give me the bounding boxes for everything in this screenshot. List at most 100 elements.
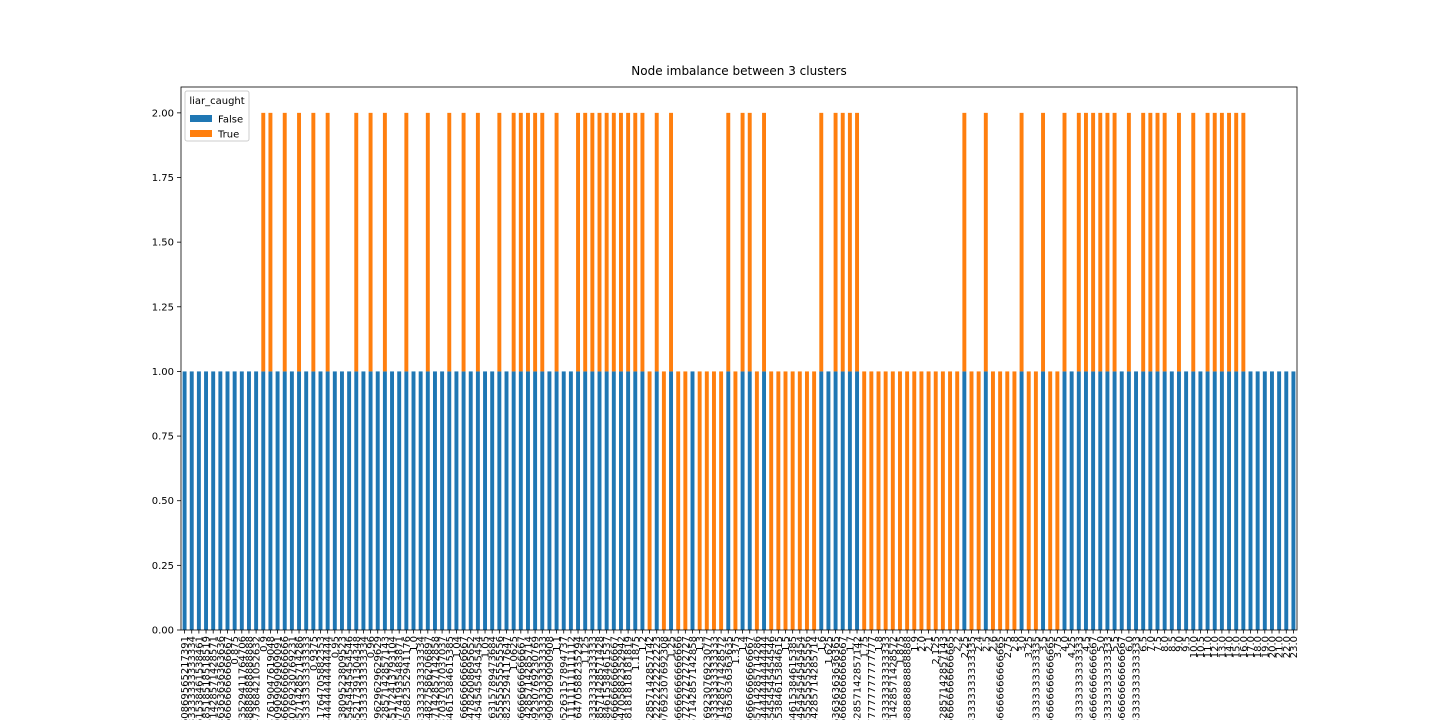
bar-segment [1198,371,1203,630]
bar-segment [325,371,330,630]
x-tick-label: 1.1666666666666667 [609,636,620,720]
bar-segment [475,371,480,630]
bar-segment [962,112,967,372]
bar-segment [289,371,294,630]
bar-segment [647,371,652,630]
x-tick-label: 0.9642857142857143 [380,636,391,720]
bar-segment [182,371,187,630]
bar-segment [397,371,402,630]
bar-segment [497,371,502,630]
bar-segment [719,371,724,630]
bar-segment [1098,112,1103,372]
bar-segment [1219,112,1224,372]
x-tick-label: 1.3571428571428572 [717,636,728,720]
bar-segment [1033,371,1038,630]
x-tick-label: 1.4285714285714286 [752,636,763,720]
x-tick-label: 2.75 [1003,636,1014,658]
bar-segment [1026,371,1031,630]
bar-segment [1062,371,1067,630]
x-tick-label: 1.1333333333333333 [588,636,599,720]
bar-segment [1176,112,1181,372]
bar-segment [833,371,838,630]
bar-segment [1277,371,1282,630]
bar-segment [390,371,395,630]
bar-segment [1141,112,1146,372]
x-tick-label: 13.0 [1217,636,1228,658]
bar-segment [1076,371,1081,630]
bar-segment [468,371,473,630]
x-tick-label: 0.9629629629629629 [373,636,384,720]
bar-segment [425,112,430,372]
x-tick-label: 1.0384615384615385 [445,636,456,720]
bar-segment [239,371,244,630]
bar-segment [461,371,466,630]
x-tick-label: 0.9285714285714286 [295,636,306,720]
x-tick-label: 12.0 [1210,636,1221,658]
x-tick-label: 21.0 [1275,636,1286,658]
bar-segment [332,371,337,630]
x-tick-label: 1.75 [860,636,871,658]
y-tick-label: 0.50 [152,496,174,507]
bar-segment [726,112,731,372]
bar-segment [311,371,316,630]
bar-segment [425,371,430,630]
x-tick-label: 1.125 [581,636,592,665]
legend-swatch [190,115,212,122]
x-tick-label: 1.875 [895,636,906,665]
x-tick-label: 6.5 [1139,636,1150,652]
x-tick-label: 1.1764705882352942 [616,636,627,720]
bar-segment [454,371,459,630]
x-tick-label: 0.8947368421052632 [252,636,263,720]
y-tick-label: 0.25 [152,561,174,572]
x-tick-label: 1.2142857142857142 [645,636,656,720]
bar-segment [1012,371,1017,630]
bar-segment [354,112,359,372]
bar-segment [833,112,838,372]
bar-segment [1076,112,1081,372]
x-tick-label: 0.9090909090909091 [273,636,284,720]
bar-segment [747,112,752,372]
bar-segment [1155,371,1160,630]
x-tick-label: 1.1875 [631,636,642,671]
x-tick-label: 0.9166666666666666 [280,636,291,720]
x-tick-label: 23.0 [1289,636,1300,658]
x-tick-label: 1.4444444444444444 [760,636,771,720]
x-tick-label: 6.0 [1124,636,1135,652]
bar-segment [1241,112,1246,372]
bar-segment [640,371,645,630]
bar-segment [311,112,316,372]
bar-segment [990,371,995,630]
bar-segment [368,112,373,372]
bar-segment [704,371,709,630]
x-tick-label: 0.9047619047619048 [266,636,277,720]
bar-segment [762,112,767,372]
bar-segment [1284,371,1289,630]
x-tick-label: 5.5 [1110,636,1121,652]
x-tick-label: 8.0 [1160,636,1171,652]
x-tick-label: 4.5 [1081,636,1092,652]
x-tick-label: 3.3333333333333335 [1031,636,1042,720]
x-tick-label: 1.3076923076923077 [702,636,713,720]
x-tick-label: 5.666666666666667 [1117,636,1128,720]
bar-segment [726,371,731,630]
x-tick-label: 1.8571428571428572 [888,636,899,720]
bar-segment [554,371,559,630]
bar-segment [976,371,981,630]
bar-segment [1241,371,1246,630]
bar-segment [983,112,988,372]
bar-segment [1212,371,1217,630]
y-tick-label: 0.00 [152,626,174,637]
bar-segment [1019,371,1024,630]
bar-segment [576,371,581,630]
bar-segment [1234,371,1239,630]
x-tick-label: 4.333333333333333 [1074,636,1085,720]
bar-segment [962,371,967,630]
x-tick-label: 1.7 [845,636,856,652]
x-tick-label: 1.0333333333333334 [416,636,427,720]
y-tick-label: 2.00 [152,108,174,119]
bar-segment [347,371,352,630]
x-tick-label: 18.0 [1253,636,1264,658]
bar-segment [1212,112,1217,372]
bar-segment [847,371,852,630]
